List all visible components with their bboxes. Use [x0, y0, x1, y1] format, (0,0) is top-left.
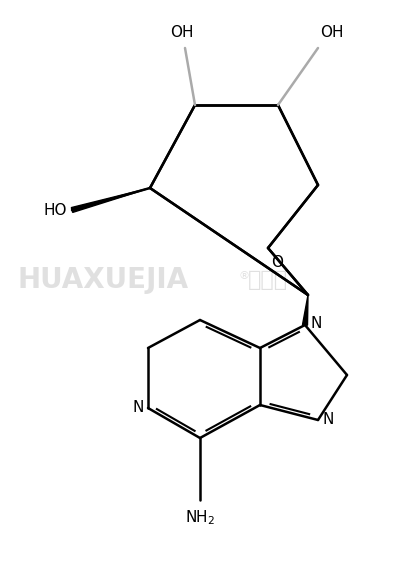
Polygon shape	[303, 295, 308, 325]
Text: NH$_2$: NH$_2$	[185, 508, 215, 527]
Text: OH: OH	[170, 25, 194, 40]
Text: N: N	[310, 315, 322, 330]
Text: O: O	[271, 255, 283, 270]
Polygon shape	[71, 188, 150, 213]
Text: N: N	[133, 401, 144, 416]
Text: N: N	[323, 412, 335, 427]
Text: OH: OH	[320, 25, 344, 40]
Text: ®: ®	[238, 271, 249, 281]
Text: HO: HO	[43, 203, 67, 218]
Text: HUAXUEJIA: HUAXUEJIA	[18, 266, 189, 294]
Text: 化学加: 化学加	[248, 270, 288, 290]
